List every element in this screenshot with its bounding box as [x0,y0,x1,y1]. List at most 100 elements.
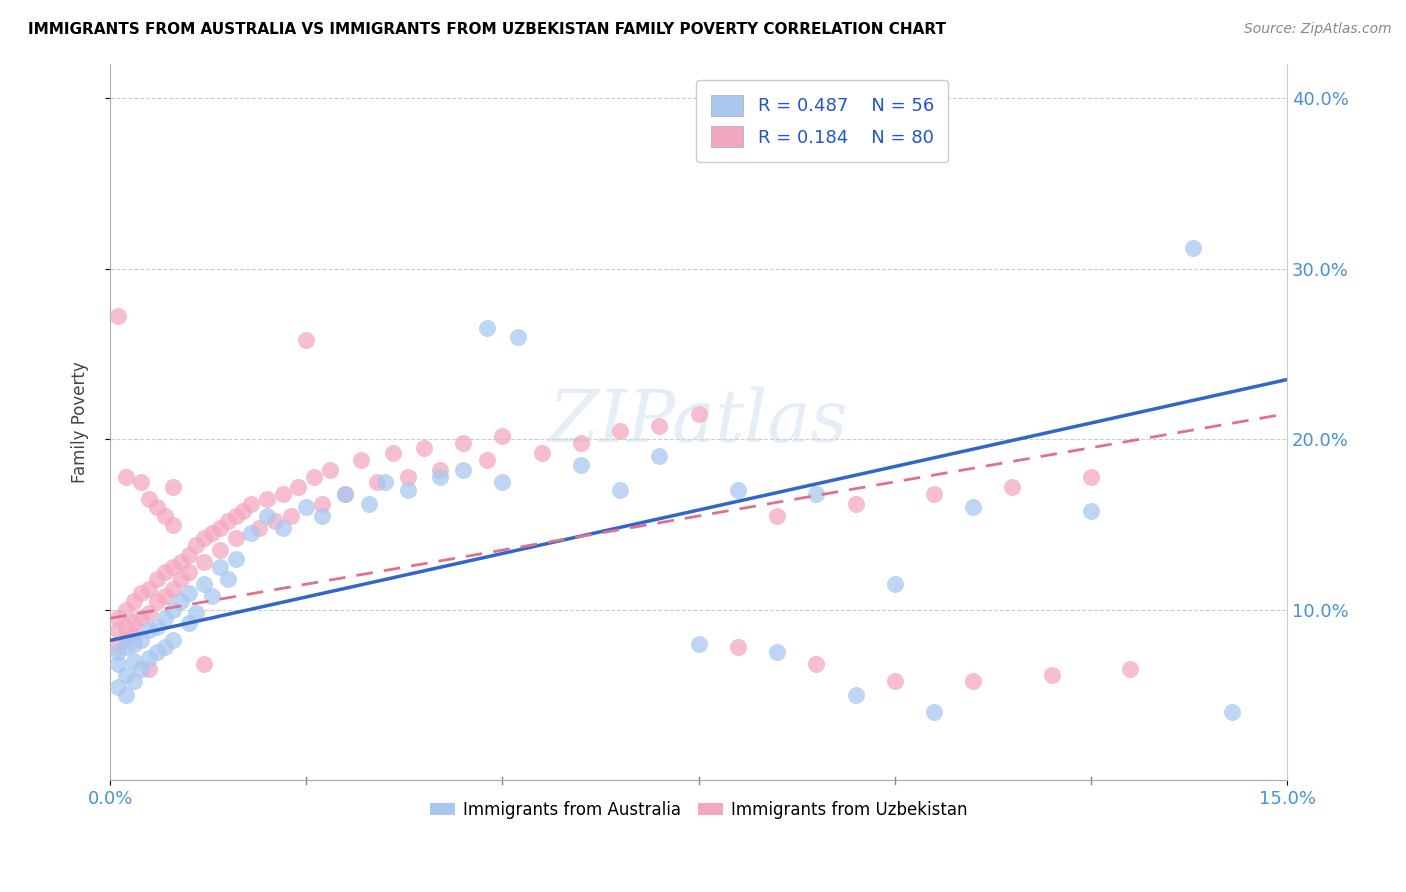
Point [381,446,404,460]
Point [491,475,513,489]
Point [1119,663,1142,677]
Point [396,469,419,483]
Point [217,572,239,586]
Point [162,480,184,494]
Point [201,589,224,603]
Point [193,657,215,672]
Point [138,650,160,665]
Point [271,487,294,501]
Point [287,480,309,494]
Point [193,555,215,569]
Point [295,500,318,515]
Point [177,548,200,562]
Point [506,330,529,344]
Point [350,452,373,467]
Point [609,424,631,438]
Point [688,637,710,651]
Point [138,663,160,677]
Point [295,334,318,348]
Point [146,572,169,586]
Point [153,611,176,625]
Point [883,577,905,591]
Point [162,560,184,574]
Point [107,645,129,659]
Point [162,517,184,532]
Point [122,594,145,608]
Legend: Immigrants from Australia, Immigrants from Uzbekistan: Immigrants from Australia, Immigrants fr… [423,795,974,826]
Point [648,450,671,464]
Point [153,508,176,523]
Point [1040,667,1063,681]
Point [609,483,631,498]
Point [114,469,136,483]
Point [131,475,153,489]
Point [138,624,160,638]
Point [232,504,254,518]
Y-axis label: Family Poverty: Family Poverty [72,361,89,483]
Point [922,705,945,719]
Point [302,469,325,483]
Point [138,582,160,597]
Point [208,521,231,535]
Point [1220,705,1243,719]
Point [727,640,749,655]
Point [122,616,145,631]
Point [225,508,247,523]
Point [193,577,215,591]
Point [688,407,710,421]
Point [413,441,436,455]
Point [170,594,193,608]
Point [177,566,200,580]
Point [727,483,749,498]
Point [131,611,153,625]
Point [844,688,866,702]
Point [569,458,592,472]
Point [247,521,270,535]
Point [280,508,302,523]
Point [114,667,136,681]
Point [240,526,263,541]
Point [256,508,278,523]
Point [806,657,828,672]
Point [225,531,247,545]
Point [201,526,224,541]
Point [153,640,176,655]
Point [263,514,285,528]
Point [153,589,176,603]
Point [451,435,474,450]
Point [1001,480,1024,494]
Point [240,497,263,511]
Point [806,487,828,501]
Point [491,429,513,443]
Point [107,640,129,655]
Point [131,663,153,677]
Point [114,633,136,648]
Point [114,688,136,702]
Point [311,497,333,511]
Point [177,585,200,599]
Point [122,637,145,651]
Point [335,487,357,501]
Point [162,603,184,617]
Point [429,469,451,483]
Point [107,657,129,672]
Point [138,606,160,620]
Point [114,620,136,634]
Point [170,572,193,586]
Point [177,616,200,631]
Point [162,633,184,648]
Point [122,628,145,642]
Point [208,560,231,574]
Point [114,640,136,655]
Point [271,521,294,535]
Point [962,500,984,515]
Point [1080,504,1102,518]
Point [170,555,193,569]
Point [475,321,498,335]
Point [208,543,231,558]
Point [1181,241,1204,255]
Point [396,483,419,498]
Point [138,491,160,506]
Point [217,514,239,528]
Point [146,594,169,608]
